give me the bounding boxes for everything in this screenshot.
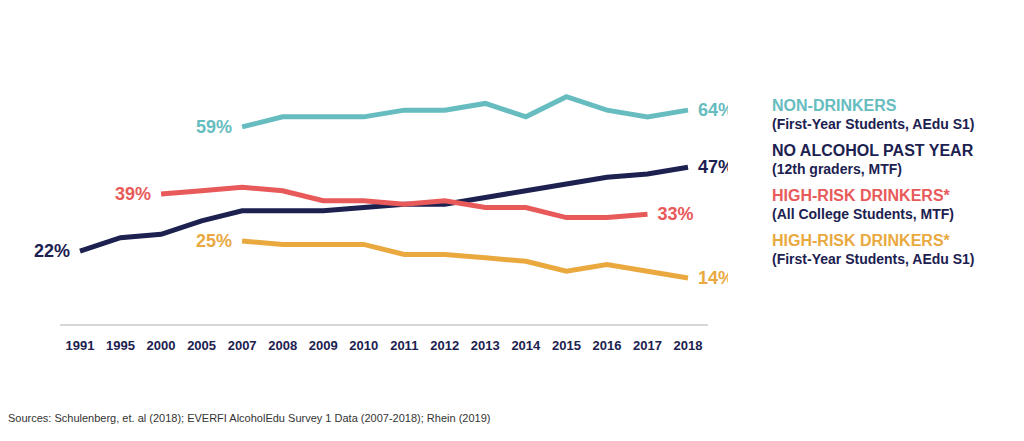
html-text:(First-Year Students, AEdu S1): (First-Year Students, AEdu S1) — [772, 116, 975, 132]
svg-text:2005: 2005 — [187, 338, 216, 353]
svg-text:47%: 47% — [698, 157, 728, 177]
svg-text:33%: 33% — [657, 204, 693, 224]
html-text:HIGH-RISK DRINKERS*: HIGH-RISK DRINKERS* — [772, 187, 950, 204]
svg-text:64%: 64% — [698, 100, 728, 120]
svg-text:1991: 1991 — [66, 338, 95, 353]
svg-text:2009: 2009 — [309, 338, 338, 353]
svg-text:39%: 39% — [115, 184, 151, 204]
svg-text:2015: 2015 — [552, 338, 581, 353]
svg-text:2018: 2018 — [674, 338, 703, 353]
html-text:(12th graders, MTF): (12th graders, MTF) — [772, 161, 902, 177]
svg-text:59%: 59% — [196, 117, 232, 137]
svg-text:2000: 2000 — [147, 338, 176, 353]
svg-text:1995: 1995 — [106, 338, 135, 353]
html-text:HIGH-RISK DRINKERS*: HIGH-RISK DRINKERS* — [772, 232, 950, 249]
svg-text:2010: 2010 — [349, 338, 378, 353]
svg-text:2016: 2016 — [592, 338, 621, 353]
html-text:(First-Year Students, AEdu S1): (First-Year Students, AEdu S1) — [772, 251, 975, 267]
html-text:(All College Students, MTF): (All College Students, MTF) — [772, 206, 954, 222]
html-text:Sources: Schulenberg, et. al (: Sources: Schulenberg, et. al (2018); EVE… — [8, 412, 491, 424]
svg-text:2011: 2011 — [390, 338, 418, 353]
svg-text:2017: 2017 — [633, 338, 662, 353]
svg-text:2008: 2008 — [268, 338, 297, 353]
html-text:NON-DRINKERS: NON-DRINKERS — [772, 97, 897, 114]
svg-text:25%: 25% — [196, 231, 232, 251]
svg-text:2013: 2013 — [471, 338, 500, 353]
svg-text:22%: 22% — [34, 241, 70, 261]
svg-text:2012: 2012 — [430, 338, 459, 353]
svg-text:2007: 2007 — [228, 338, 257, 353]
html-text:NO ALCOHOL PAST YEAR: NO ALCOHOL PAST YEAR — [772, 142, 974, 159]
svg-text:2014: 2014 — [511, 338, 541, 353]
svg-text:14%: 14% — [698, 268, 728, 288]
